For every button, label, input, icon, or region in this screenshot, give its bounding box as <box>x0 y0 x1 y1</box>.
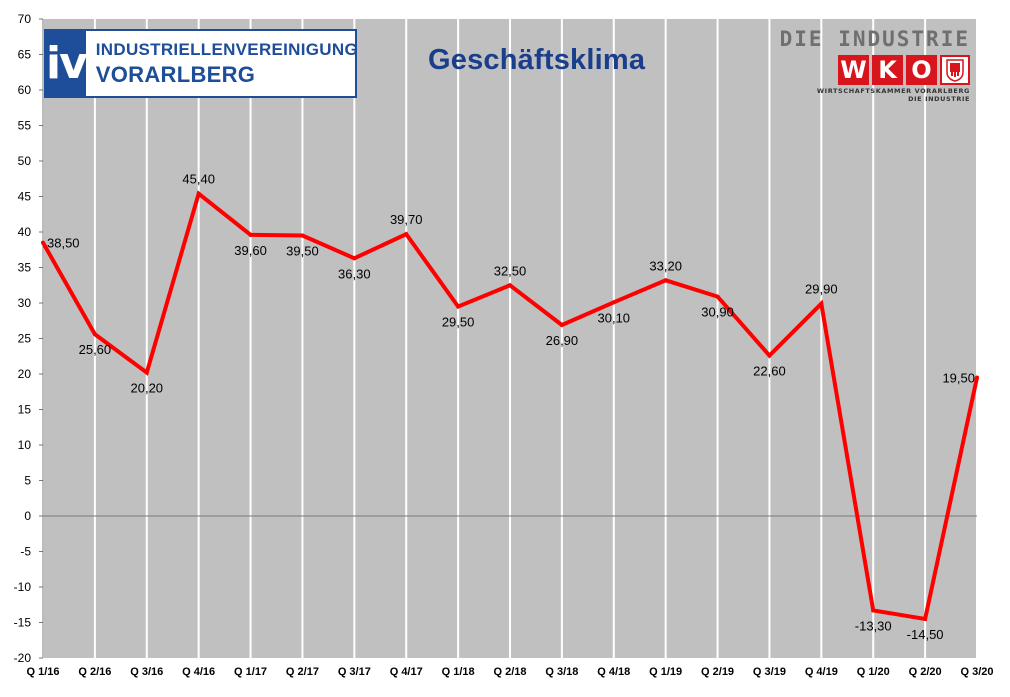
wko-letter-k: K <box>872 55 903 85</box>
data-point <box>352 256 357 261</box>
y-tick-label: 20 <box>18 367 32 381</box>
x-tick-label: Q 1/16 <box>26 666 59 678</box>
wko-letter-w: W <box>838 55 869 85</box>
data-label: 19,50 <box>942 371 975 386</box>
x-tick-label: Q 2/20 <box>909 666 942 678</box>
data-label: 29,50 <box>442 315 475 330</box>
iv-logo-line1: INDUSTRIELLENVEREINIGUNG <box>95 39 358 59</box>
iv-vorarlberg-logo: iv INDUSTRIELLENVEREINIGUNG VORARLBERG <box>44 29 358 98</box>
y-tick-label: -15 <box>14 616 32 630</box>
y-tick-label: 60 <box>18 83 32 97</box>
data-point <box>41 240 45 245</box>
x-tick-label: Q 3/19 <box>753 666 786 678</box>
data-label: 33,20 <box>649 258 682 273</box>
vorarlberg-crest-icon <box>940 55 970 85</box>
y-tick-label: 50 <box>18 154 32 168</box>
x-tick-label: Q 4/17 <box>390 666 423 678</box>
iv-logo-mark: iv <box>46 31 88 96</box>
data-point <box>767 353 772 358</box>
data-label: 32,50 <box>494 263 527 278</box>
wko-logo-top: DIE INDUSTRIE <box>779 27 970 51</box>
x-tick-label: Q 1/19 <box>649 666 682 678</box>
y-tick-label: 70 <box>18 12 32 26</box>
y-tick-label: 65 <box>18 48 32 62</box>
x-tick-label: Q 1/20 <box>857 666 890 678</box>
data-label: 20,20 <box>131 381 164 396</box>
data-label: 39,50 <box>286 244 319 259</box>
data-label: 30,90 <box>701 305 734 320</box>
y-tick-label: -10 <box>14 580 32 594</box>
x-tick-label: Q 2/16 <box>78 666 111 678</box>
data-label: 39,60 <box>234 243 267 258</box>
data-label: 29,90 <box>805 282 838 297</box>
data-point <box>975 375 979 380</box>
y-tick-label: 35 <box>18 261 32 275</box>
x-tick-label: Q 2/17 <box>286 666 319 678</box>
y-tick-label: 5 <box>24 474 31 488</box>
data-point <box>663 278 668 283</box>
x-tick-label: Q 4/16 <box>182 666 215 678</box>
wko-logo: DIE INDUSTRIE W K O WIRTSCHAFTSKAMMER VO… <box>766 27 970 111</box>
y-tick-label: 45 <box>18 190 32 204</box>
data-label: -14,50 <box>907 627 944 642</box>
y-tick-label: 15 <box>18 403 32 417</box>
data-label: -13,30 <box>855 618 892 633</box>
data-label: 45,40 <box>182 172 215 187</box>
y-tick-label: 25 <box>18 332 32 346</box>
x-tick-label: Q 1/17 <box>234 666 267 678</box>
data-point <box>144 370 149 375</box>
data-label: 26,90 <box>546 333 579 348</box>
data-point <box>611 300 616 305</box>
data-label: 38,50 <box>47 236 80 251</box>
x-tick-label: Q 3/16 <box>130 666 163 678</box>
y-tick-label: 40 <box>18 225 32 239</box>
data-point <box>404 232 409 237</box>
x-tick-label: Q 3/18 <box>545 666 578 678</box>
x-tick-label: Q 3/17 <box>338 666 371 678</box>
data-label: 30,10 <box>598 310 631 325</box>
data-point <box>300 233 305 238</box>
data-label: 25,60 <box>79 342 112 357</box>
x-tick-label: Q 2/18 <box>493 666 526 678</box>
chart-title: Geschäftsklima <box>428 44 646 76</box>
x-tick-label: Q 4/18 <box>597 666 630 678</box>
data-label: 36,30 <box>338 266 371 281</box>
y-tick-label: 10 <box>18 438 32 452</box>
y-tick-label: -5 <box>20 545 31 559</box>
data-point <box>508 283 512 288</box>
data-point <box>248 232 253 237</box>
y-tick-label: -20 <box>14 651 32 665</box>
wko-letter-o: O <box>906 55 937 85</box>
data-label: 39,70 <box>390 212 423 227</box>
y-tick-label: 0 <box>24 509 31 523</box>
data-point <box>871 608 876 613</box>
data-point <box>456 304 461 309</box>
data-point <box>559 323 564 328</box>
x-tick-label: Q 4/19 <box>805 666 838 678</box>
x-tick-label: Q 3/20 <box>960 666 993 678</box>
data-point <box>196 191 201 196</box>
data-point <box>715 294 720 299</box>
data-point <box>92 332 97 337</box>
data-label: 22,60 <box>753 364 786 379</box>
x-tick-label: Q 2/19 <box>701 666 734 678</box>
wko-logo-sub1: WIRTSCHAFTSKAMMER VORARLBERG <box>816 87 970 95</box>
y-tick-label: 30 <box>18 296 32 310</box>
iv-logo-line2: VORARLBERG <box>95 61 256 87</box>
x-tick-label: Q 1/18 <box>442 666 475 678</box>
wko-logo-sub2: DIE INDUSTRIE <box>908 95 970 103</box>
data-point <box>923 616 928 621</box>
data-point <box>819 301 824 306</box>
wko-letter-row: W K O <box>766 55 970 85</box>
iv-logo-text: INDUSTRIELLENVEREINIGUNG VORARLBERG <box>86 31 358 96</box>
y-tick-label: 55 <box>18 119 32 133</box>
